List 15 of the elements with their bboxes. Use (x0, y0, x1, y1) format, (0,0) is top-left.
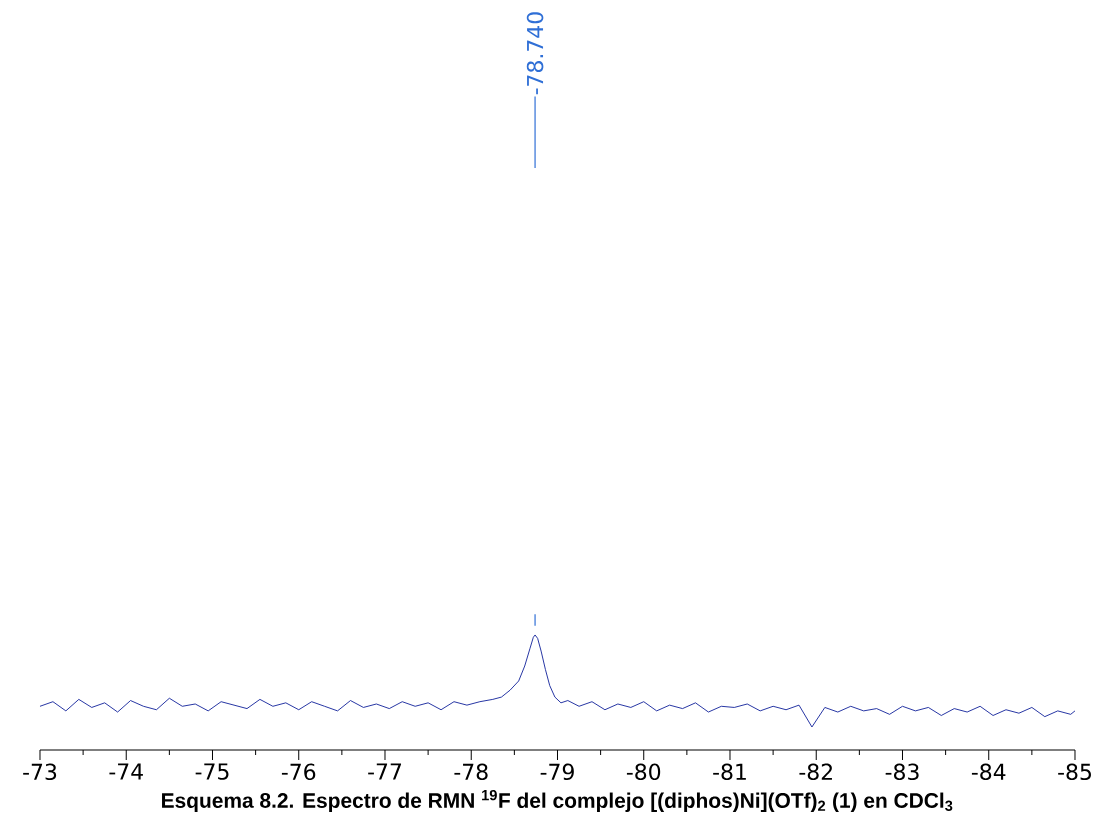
x-tick-label: -78 (454, 763, 488, 781)
chart-title: Esquema 8.2. Espectro de RMN $^{19}$F del complejo [(diphos)Ni](OTf)$_{2}$ (1) en CDCl$_{3}$ (162, 789, 953, 813)
x-tick-label: -74 (109, 763, 143, 780)
x-tick-label: -73 (23, 763, 57, 781)
x-tick-label: -77 (368, 763, 402, 780)
text: -78.740 (526, 12, 544, 95)
x-tick-label: -81 (713, 763, 746, 781)
x-tick-label: -85 (1058, 763, 1091, 781)
x-tick-label: -82 (799, 763, 832, 781)
x-tick-label: -80 (626, 763, 661, 781)
x-tick-label: -76 (281, 763, 316, 781)
x-tick-label: -75 (195, 763, 229, 780)
x-tick-label: -83 (885, 763, 919, 781)
x-tick-label: -84 (971, 763, 1006, 781)
x-tick-label: -79 (540, 763, 574, 781)
